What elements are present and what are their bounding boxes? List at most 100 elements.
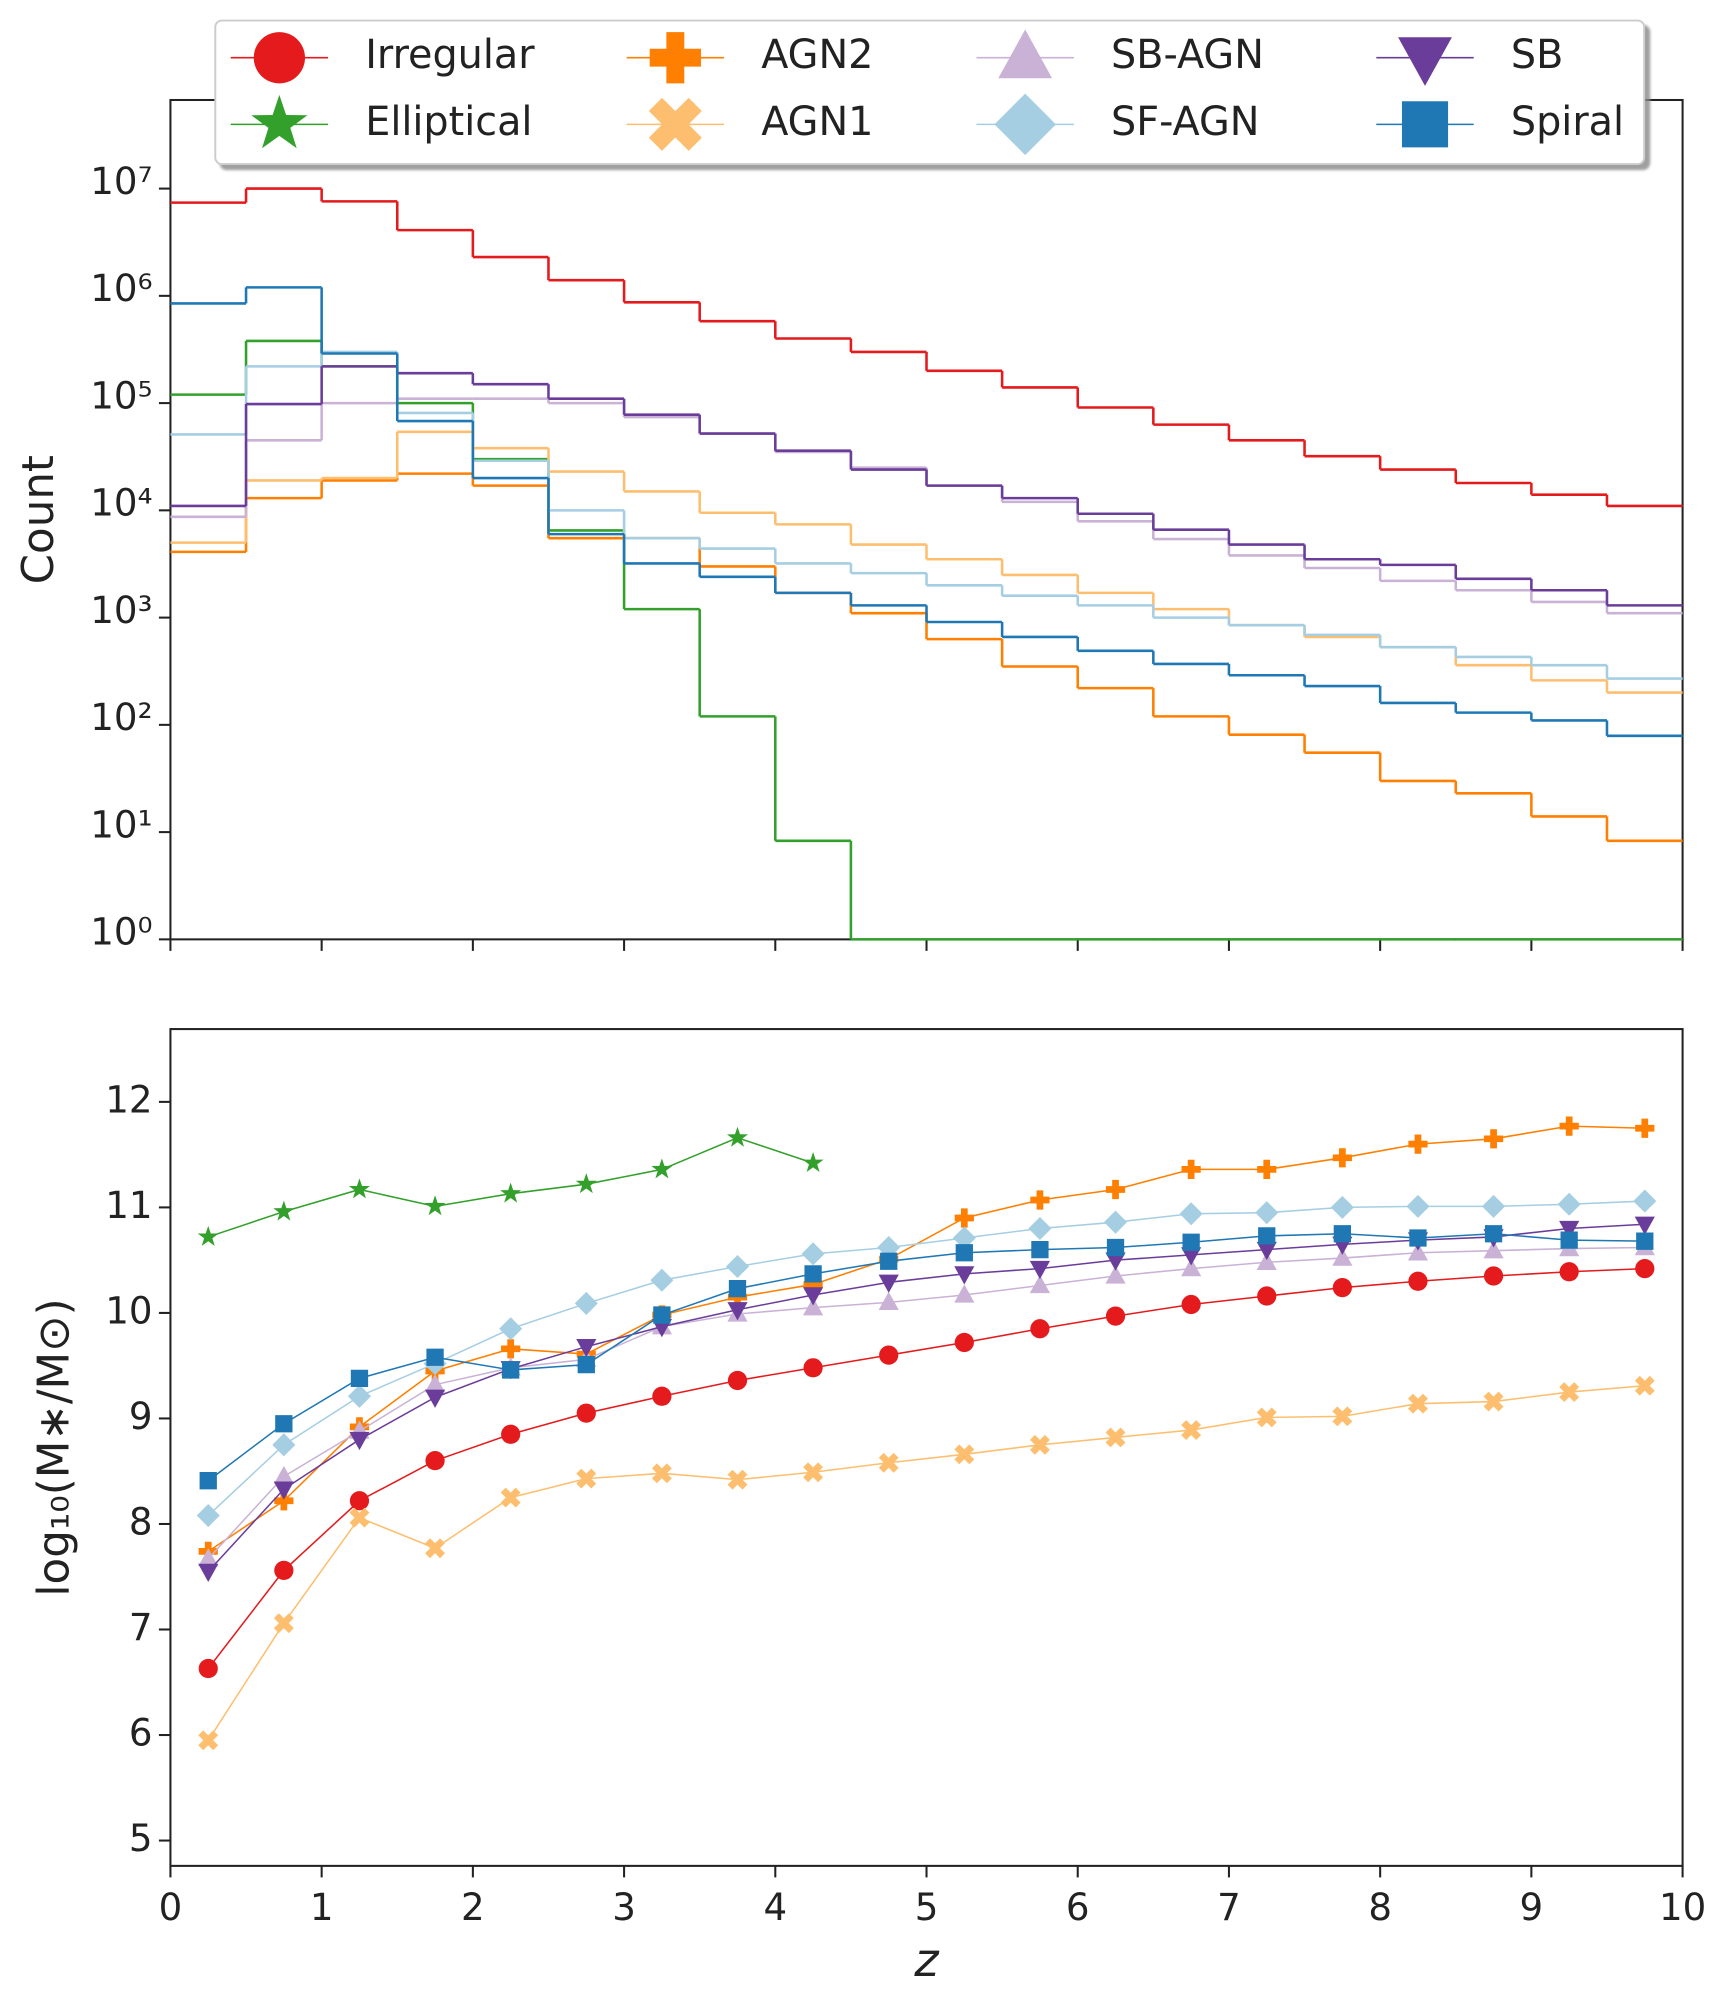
marker [652, 1386, 672, 1406]
marker [1408, 1134, 1428, 1154]
marker [1557, 1192, 1581, 1216]
count-panel: 10⁰ 10¹ 10² 10³ 10⁴ 10⁵ 10⁶ 10⁷ Count [14, 98, 1684, 954]
marker [1029, 1434, 1050, 1455]
y-tick-label: 9 [129, 1395, 153, 1438]
y-tick-label: 10⁵ [90, 374, 152, 417]
marker [648, 97, 702, 151]
marker [998, 29, 1053, 79]
x-tick-label: 0 [159, 1886, 183, 1929]
marker [803, 1274, 823, 1295]
y-tick-label: 10² [90, 696, 152, 739]
marker [1181, 1159, 1201, 1180]
series-line [207, 1125, 1645, 1553]
marker [502, 1361, 520, 1379]
marker [199, 1472, 217, 1490]
legend-label: Irregular [365, 32, 535, 78]
marker [1398, 37, 1452, 86]
y-tick-label: 10⁰ [90, 911, 152, 954]
marker [1258, 1227, 1276, 1245]
marker [1333, 1225, 1352, 1243]
marker [1181, 1258, 1202, 1277]
x-tick-label: 4 [763, 1886, 787, 1929]
marker [577, 1355, 595, 1374]
marker [197, 1225, 219, 1246]
marker [1408, 1393, 1428, 1414]
marker [1256, 1407, 1277, 1428]
marker [347, 1384, 371, 1408]
marker [349, 1431, 370, 1451]
marker [253, 32, 305, 84]
marker [1106, 1238, 1125, 1257]
marker [954, 1284, 975, 1303]
marker [1483, 1266, 1504, 1286]
marker [726, 1126, 749, 1147]
marker [728, 1280, 747, 1298]
marker [803, 1462, 824, 1483]
marker [880, 1252, 898, 1270]
marker [1559, 1220, 1580, 1240]
marker [878, 1291, 899, 1311]
marker [575, 1173, 597, 1194]
marker [1030, 1319, 1050, 1339]
marker [1029, 1274, 1051, 1294]
y-tick-label: 8 [129, 1500, 153, 1543]
marker [349, 1507, 370, 1528]
marker [1103, 1210, 1128, 1234]
legend-label: SF-AGN [1111, 99, 1259, 145]
marker [1256, 1241, 1277, 1261]
marker [651, 1158, 673, 1179]
marker [251, 94, 308, 149]
marker [500, 1487, 521, 1508]
marker [574, 1291, 598, 1315]
legend-box [214, 19, 1646, 166]
marker [1029, 1260, 1051, 1280]
legend-label: SB-AGN [1111, 32, 1264, 78]
marker [994, 93, 1056, 156]
legend-label: AGN1 [761, 99, 873, 145]
y-axis-label: Count [14, 455, 64, 584]
marker [501, 1424, 521, 1444]
marker [1635, 1258, 1655, 1279]
marker [802, 1152, 824, 1173]
marker [198, 1730, 219, 1751]
marker [273, 1481, 294, 1500]
x-axis-label: z [913, 1933, 940, 1987]
marker [1256, 1251, 1277, 1270]
marker [1030, 1190, 1050, 1210]
marker [1559, 1116, 1579, 1136]
marker [198, 1548, 219, 1567]
marker [1634, 1216, 1655, 1235]
legend-label: Elliptical [365, 99, 532, 145]
marker [1483, 1391, 1504, 1412]
x-tick-label: 9 [1520, 1886, 1544, 1929]
marker [727, 1302, 748, 1321]
y-tick-label: 7 [129, 1606, 153, 1649]
marker [273, 1200, 295, 1221]
marker [576, 1339, 597, 1358]
marker [1484, 1225, 1503, 1243]
marker [1401, 101, 1449, 148]
marker [1028, 1216, 1052, 1241]
marker [878, 1274, 899, 1293]
marker [500, 1182, 522, 1203]
marker [1179, 1202, 1203, 1226]
marker [273, 1613, 294, 1634]
legend-label: SB [1511, 32, 1563, 78]
marker [198, 1563, 219, 1583]
marker [424, 1389, 446, 1408]
y-tick-label: 10⁷ [90, 160, 152, 203]
marker [954, 1444, 975, 1465]
marker [1560, 1231, 1578, 1249]
marker [1409, 1229, 1427, 1247]
marker [348, 1178, 370, 1199]
marker [1105, 1252, 1126, 1271]
series-line [207, 1200, 1645, 1517]
marker [1483, 1129, 1504, 1149]
marker [1181, 1247, 1202, 1266]
marker [499, 1317, 523, 1341]
marker [1255, 1201, 1279, 1225]
marker [649, 32, 701, 84]
marker [425, 1538, 446, 1559]
